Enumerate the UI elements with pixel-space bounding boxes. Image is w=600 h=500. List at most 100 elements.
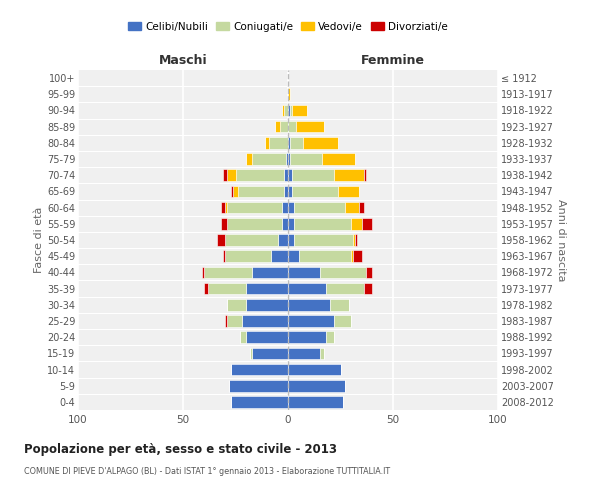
Bar [238, 186, 284, 198]
Bar [326, 332, 334, 343]
Bar [292, 170, 334, 181]
Bar [290, 137, 303, 148]
Bar [288, 332, 326, 343]
Bar [246, 153, 252, 165]
Bar [284, 170, 288, 181]
Bar [229, 380, 288, 392]
Bar [277, 234, 288, 246]
Bar [225, 234, 277, 246]
Bar [299, 250, 351, 262]
Bar [284, 104, 288, 117]
Bar [288, 315, 334, 327]
Bar [292, 104, 307, 117]
Bar [295, 234, 353, 246]
Bar [232, 396, 288, 407]
Bar [288, 121, 296, 132]
Bar [288, 266, 320, 278]
Bar [330, 299, 349, 310]
Bar [288, 348, 320, 359]
Bar [227, 218, 282, 230]
Bar [322, 153, 355, 165]
Bar [246, 299, 288, 310]
Bar [282, 218, 288, 230]
Bar [334, 315, 351, 327]
Bar [227, 170, 235, 181]
Bar [351, 250, 353, 262]
Bar [359, 202, 364, 213]
Bar [282, 202, 288, 213]
Bar [250, 348, 252, 359]
Bar [232, 364, 288, 376]
Bar [355, 234, 358, 246]
Bar [221, 218, 227, 230]
Bar [295, 202, 345, 213]
Bar [288, 137, 290, 148]
Bar [223, 170, 227, 181]
Bar [288, 218, 295, 230]
Legend: Celibi/Nubili, Coniugati/e, Vedovi/e, Divorziati/e: Celibi/Nubili, Coniugati/e, Vedovi/e, Di… [124, 18, 452, 36]
Bar [288, 88, 290, 100]
Bar [271, 250, 288, 262]
Bar [288, 250, 299, 262]
Bar [288, 104, 290, 117]
Bar [269, 137, 288, 148]
Bar [225, 202, 227, 213]
Y-axis label: Fasce di età: Fasce di età [34, 207, 44, 273]
Bar [242, 315, 288, 327]
Bar [246, 282, 288, 294]
Bar [275, 121, 280, 132]
Bar [225, 250, 271, 262]
Bar [221, 202, 225, 213]
Bar [345, 202, 359, 213]
Bar [265, 137, 269, 148]
Bar [292, 186, 338, 198]
Bar [326, 282, 364, 294]
Bar [235, 170, 284, 181]
Bar [288, 153, 290, 165]
Bar [227, 299, 246, 310]
Bar [204, 282, 208, 294]
Text: Maschi: Maschi [158, 54, 208, 67]
Bar [288, 186, 292, 198]
Bar [364, 170, 366, 181]
Bar [290, 153, 322, 165]
Bar [252, 266, 288, 278]
Bar [246, 332, 288, 343]
Bar [282, 104, 284, 117]
Bar [320, 266, 366, 278]
Bar [252, 348, 288, 359]
Bar [223, 250, 225, 262]
Bar [227, 202, 282, 213]
Bar [280, 121, 288, 132]
Bar [288, 234, 295, 246]
Bar [286, 153, 288, 165]
Text: Femmine: Femmine [361, 54, 425, 67]
Bar [288, 170, 292, 181]
Bar [303, 137, 338, 148]
Bar [366, 266, 372, 278]
Bar [208, 282, 246, 294]
Bar [353, 234, 355, 246]
Bar [288, 396, 343, 407]
Bar [288, 299, 330, 310]
Bar [364, 282, 372, 294]
Y-axis label: Anni di nascita: Anni di nascita [556, 198, 566, 281]
Bar [288, 282, 326, 294]
Bar [351, 218, 361, 230]
Bar [320, 348, 324, 359]
Bar [353, 250, 361, 262]
Bar [240, 332, 246, 343]
Bar [288, 364, 341, 376]
Bar [232, 186, 233, 198]
Bar [284, 186, 288, 198]
Bar [290, 104, 292, 117]
Bar [204, 266, 252, 278]
Bar [202, 266, 204, 278]
Bar [361, 218, 372, 230]
Bar [227, 315, 242, 327]
Bar [288, 380, 345, 392]
Bar [217, 234, 225, 246]
Bar [295, 218, 351, 230]
Bar [225, 315, 227, 327]
Bar [338, 186, 359, 198]
